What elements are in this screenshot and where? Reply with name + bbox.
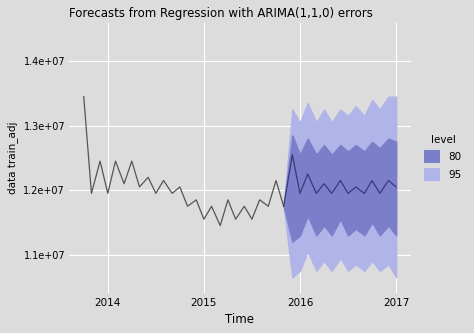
Y-axis label: data train_adj: data train_adj [7,122,18,194]
Text: Forecasts from Regression with ARIMA(1,1,0) errors: Forecasts from Regression with ARIMA(1,1… [69,7,373,20]
Legend: 80, 95: 80, 95 [419,130,467,186]
X-axis label: Time: Time [226,313,255,326]
